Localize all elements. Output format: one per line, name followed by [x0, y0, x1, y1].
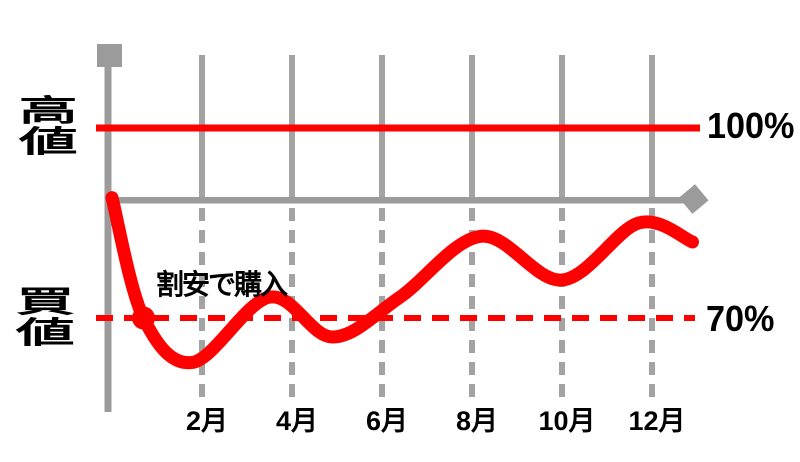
reference-label-70pct: 70%: [706, 298, 775, 339]
x-axis-arrow-cap-icon: [678, 184, 709, 214]
x-axis-line: [105, 197, 688, 204]
y-axis-label-high: 高 値: [19, 95, 78, 159]
buy-point-marker: [132, 306, 155, 330]
x-tick-label: 2月: [185, 406, 229, 436]
reference-label-100pct: 100%: [707, 105, 795, 146]
x-tick-label: 12月: [628, 406, 686, 436]
buy-point-annotation: 割安で購入: [156, 269, 288, 300]
x-tick-label: 4月: [275, 406, 319, 436]
y-axis-label-buy: 買 値: [16, 286, 75, 350]
x-tick-label: 6月: [365, 406, 409, 436]
x-tick-label: 10月: [538, 406, 596, 436]
y-axis-arrow-cap-icon: [97, 44, 122, 67]
x-tick-label: 8月: [455, 406, 499, 436]
y-axis-line: [104, 55, 112, 412]
stock-price-curve: [105, 191, 699, 370]
